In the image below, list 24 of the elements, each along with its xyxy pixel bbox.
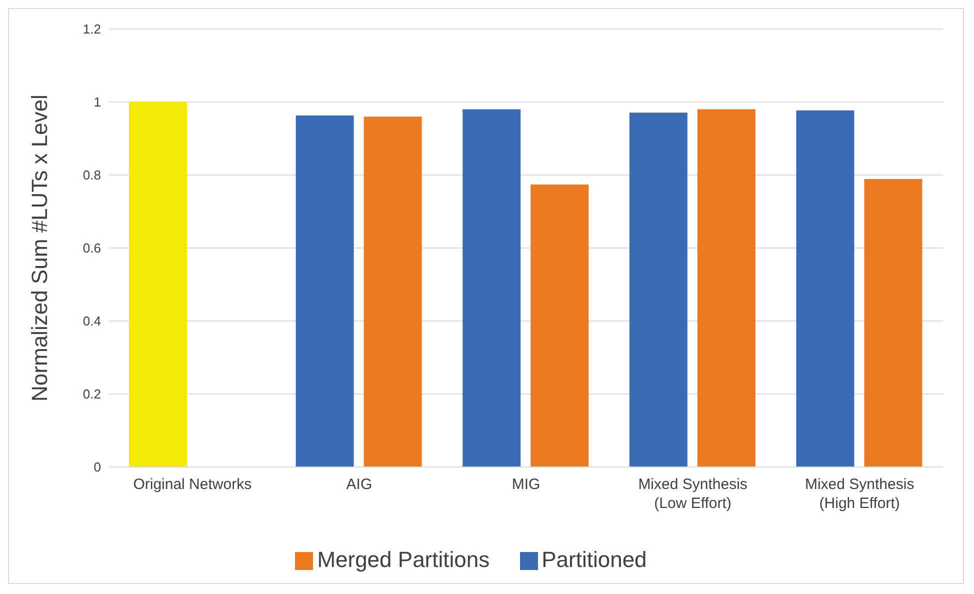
x-tick-label: MIG bbox=[512, 476, 540, 493]
y-tick-label: 1.2 bbox=[82, 22, 101, 37]
bar bbox=[530, 184, 589, 467]
x-tick-label: Original Networks bbox=[133, 476, 252, 493]
y-tick-label: 0.4 bbox=[82, 314, 101, 329]
y-tick-label: 0.6 bbox=[82, 240, 101, 256]
x-tick-label: Mixed Synthesis (High Effort) bbox=[804, 476, 914, 512]
bar bbox=[364, 116, 422, 467]
bar bbox=[864, 179, 922, 467]
x-tick-label: AIG bbox=[346, 476, 372, 493]
y-tick-label: 0.2 bbox=[82, 386, 101, 402]
legend-label: Partitioned bbox=[542, 547, 647, 572]
bar bbox=[697, 109, 756, 467]
y-tick-label: 0.8 bbox=[82, 168, 101, 183]
bar bbox=[129, 102, 188, 467]
x-tick-label: Mixed Synthesis (Low Effort) bbox=[638, 476, 748, 512]
bar bbox=[462, 109, 521, 467]
bar bbox=[296, 116, 354, 467]
y-tick-label: 0 bbox=[94, 460, 101, 475]
y-tick-label: 1 bbox=[94, 94, 101, 110]
legend-label: Merged Partitions bbox=[317, 547, 490, 572]
bar bbox=[796, 110, 854, 467]
bar bbox=[629, 112, 688, 467]
y-axis-title: Normalized Sum #LUTs x Level bbox=[26, 94, 52, 402]
